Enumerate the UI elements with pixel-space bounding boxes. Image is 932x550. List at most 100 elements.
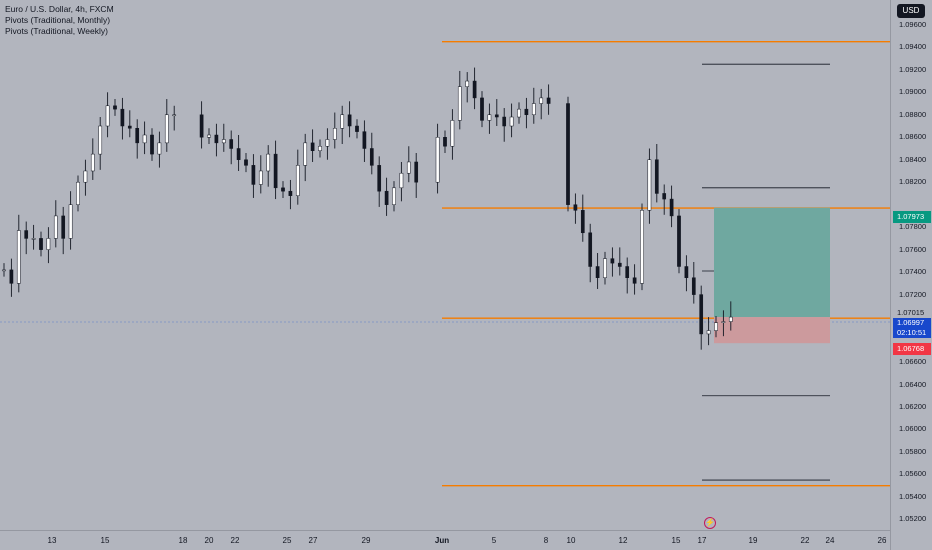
candle-body: [480, 97, 484, 121]
candle-body: [340, 114, 345, 129]
time-tick-label: Jun: [434, 536, 450, 545]
price-tick-label: 1.09600: [899, 19, 927, 29]
candle-body: [83, 170, 88, 183]
candle-body: [172, 114, 177, 117]
candle-body: [9, 269, 14, 284]
indicator-weekly-pivots[interactable]: Pivots (Traditional, Weekly): [5, 26, 108, 36]
candle-body: [610, 258, 615, 264]
time-axis[interactable]: 13 15 18 20 22 25 27 29 Jun 5 8 10 12 15 17 19 22 24 26: [0, 530, 890, 550]
last-price-label: 1.06997: [897, 318, 925, 327]
price-tick-label: 1.07400: [899, 267, 927, 277]
current-price-label: 1.07015: [897, 308, 925, 317]
candle-body: [46, 238, 51, 250]
candle-body: [355, 125, 359, 132]
price-tick-label: 1.07800: [899, 222, 927, 232]
candle-body: [273, 153, 278, 189]
candle-body: [573, 204, 578, 211]
stop-price-label: 1.06768: [893, 343, 931, 355]
candle-body: [142, 134, 147, 144]
candle-body: [24, 230, 29, 239]
price-tick-label: 1.09000: [899, 87, 927, 97]
time-tick-label: 10: [566, 536, 576, 545]
time-tick-label: 13: [47, 536, 57, 545]
candle-body: [603, 258, 607, 278]
currency-button[interactable]: USD: [897, 4, 925, 18]
candle-body: [728, 316, 733, 322]
price-tick-label: 1.09400: [899, 42, 927, 52]
price-tick-label: 1.06400: [899, 379, 927, 389]
candle-body: [406, 161, 411, 174]
time-tick-label: 5: [491, 536, 497, 545]
candle-body: [2, 269, 6, 272]
time-tick-label: 26: [877, 536, 887, 545]
target-price-label: 1.07973: [893, 211, 931, 223]
candle-body: [251, 165, 256, 185]
candle-body: [677, 215, 681, 267]
candlesticks: [2, 67, 733, 350]
candle-body: [53, 215, 58, 239]
price-chart[interactable]: [0, 0, 890, 530]
time-tick-label: 17: [697, 536, 707, 545]
last-price-box: 1.06997 02:10:51: [893, 318, 931, 338]
candle-body: [580, 210, 585, 234]
price-tick-label: 1.06200: [899, 401, 927, 411]
candle-body: [369, 148, 374, 166]
candle-body: [377, 165, 382, 192]
price-axis[interactable]: 1.09600 1.09400 1.09200 1.09000 1.08800 1.086…: [890, 0, 932, 550]
candle-body: [164, 114, 169, 144]
price-tick-label: 1.08800: [899, 109, 927, 119]
time-tick-label: 20: [204, 536, 214, 545]
candle-body: [699, 294, 704, 335]
price-tick-label: 1.07600: [899, 244, 927, 254]
candle-body: [414, 161, 419, 183]
candle-body: [566, 103, 570, 205]
time-tick-label: 22: [230, 536, 240, 545]
candle-body: [691, 277, 696, 295]
candle-body: [443, 137, 447, 147]
candle-body: [244, 159, 248, 166]
candle-body: [640, 210, 644, 284]
candle-body: [662, 193, 667, 200]
candle-body: [281, 187, 285, 192]
time-tick-label: 22: [800, 536, 810, 545]
candle-body: [457, 86, 462, 121]
candle-body: [207, 134, 211, 138]
loss-zone[interactable]: [714, 317, 830, 344]
candle-body: [721, 321, 726, 323]
candle-body: [450, 120, 455, 147]
candle-body: [546, 97, 551, 104]
candle-body: [714, 322, 718, 331]
price-tick-label: 1.08600: [899, 132, 927, 142]
time-tick-label: 24: [825, 536, 835, 545]
candle-body: [502, 116, 507, 127]
time-tick-label: 18: [178, 536, 188, 545]
time-tick-label: 15: [671, 536, 681, 545]
candle-body: [90, 153, 95, 172]
symbol-title[interactable]: Euro / U.S. Dollar, 4h, FXCM: [5, 4, 114, 14]
price-tick-label: 1.05800: [899, 446, 927, 456]
indicator-monthly-pivots[interactable]: Pivots (Traditional, Monthly): [5, 15, 111, 25]
candle-body: [61, 215, 66, 239]
price-tick-label: 1.08400: [899, 154, 927, 164]
price-tick-label: 1.05200: [899, 514, 927, 524]
price-tick-label: 1.05400: [899, 491, 927, 501]
candle-body: [127, 125, 132, 129]
candle-body: [266, 153, 271, 172]
candle-body: [706, 330, 711, 335]
candle-body: [588, 232, 593, 267]
candle-body: [384, 190, 389, 205]
price-tick-label: 1.06000: [899, 424, 927, 434]
profit-zone[interactable]: [714, 207, 830, 318]
candle-body: [68, 204, 73, 239]
candle-body: [318, 145, 322, 151]
candle-body: [539, 97, 544, 104]
lightning-icon[interactable]: ⚡: [704, 517, 716, 529]
time-tick-label: 27: [308, 536, 318, 545]
candle-body: [509, 116, 514, 127]
bar-countdown: 02:10:51: [897, 328, 927, 337]
price-tick-label: 1.05600: [899, 469, 927, 479]
price-tick-label: 1.09200: [899, 64, 927, 74]
time-tick-label: 25: [282, 536, 292, 545]
candle-body: [595, 266, 600, 278]
candle-body: [617, 262, 622, 267]
